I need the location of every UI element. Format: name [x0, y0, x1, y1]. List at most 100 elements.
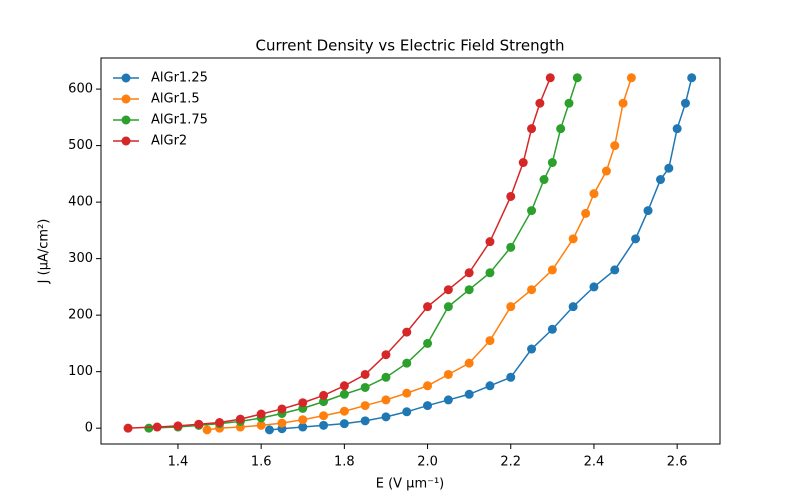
data-point	[610, 141, 620, 151]
data-point	[360, 382, 370, 392]
legend-label: AlGr2	[151, 134, 187, 149]
data-point	[339, 406, 349, 416]
data-point	[664, 163, 674, 173]
data-point	[687, 73, 697, 83]
data-point	[423, 381, 433, 391]
data-point	[464, 358, 474, 368]
data-point	[381, 395, 391, 405]
data-point	[152, 422, 162, 432]
data-point	[319, 420, 329, 430]
data-point	[506, 242, 516, 252]
data-point	[464, 389, 474, 399]
data-point	[298, 415, 308, 425]
y-axis-label: J (μA/cm²)	[37, 219, 52, 285]
legend-label: AlGr1.75	[151, 113, 208, 128]
data-point	[173, 421, 183, 431]
data-point	[547, 265, 557, 275]
data-point	[643, 206, 653, 216]
data-point	[319, 411, 329, 421]
data-point	[256, 420, 266, 430]
data-point	[631, 234, 641, 244]
data-point	[360, 369, 370, 379]
data-point	[506, 372, 516, 382]
data-point	[264, 425, 274, 435]
data-point	[601, 166, 611, 176]
x-tick-label: 1.8	[334, 455, 355, 470]
plot-frame	[100, 57, 721, 445]
data-point	[423, 401, 433, 411]
data-point	[589, 189, 599, 199]
legend-marker	[121, 115, 131, 125]
data-point	[672, 124, 682, 134]
data-point	[381, 372, 391, 382]
y-tick-label: 500	[68, 138, 93, 153]
data-point	[618, 98, 628, 108]
data-point	[381, 412, 391, 422]
data-point	[443, 369, 453, 379]
x-tick-label: 2.2	[500, 455, 521, 470]
data-point	[656, 175, 666, 185]
legend-label: AlGr1.25	[151, 71, 208, 86]
x-tick-label: 2.4	[584, 455, 605, 470]
chart-title: Current Density vs Electric Field Streng…	[256, 37, 565, 55]
data-point	[339, 389, 349, 399]
y-tick-label: 300	[68, 251, 93, 266]
data-point	[144, 423, 154, 433]
x-tick-label: 2.6	[667, 455, 688, 470]
data-point	[319, 390, 329, 400]
data-point	[443, 302, 453, 312]
data-point	[535, 98, 545, 108]
data-point	[339, 381, 349, 391]
data-point	[506, 302, 516, 312]
legend-marker	[121, 136, 131, 146]
x-tick-label: 2.0	[417, 455, 438, 470]
data-point	[464, 285, 474, 295]
x-tick-label: 1.4	[168, 455, 189, 470]
data-point	[485, 336, 495, 346]
data-point	[443, 395, 453, 405]
data-point	[527, 124, 537, 134]
data-point	[568, 234, 578, 244]
data-point	[610, 265, 620, 275]
x-tick-label: 1.6	[251, 455, 272, 470]
data-point	[485, 268, 495, 278]
legend-marker	[121, 94, 131, 104]
legend-label: AlGr1.5	[151, 92, 200, 107]
data-point	[572, 73, 582, 83]
data-point	[381, 350, 391, 360]
data-point	[547, 158, 557, 168]
data-point	[339, 419, 349, 429]
data-point	[564, 98, 574, 108]
data-point	[360, 401, 370, 411]
data-point	[215, 418, 225, 428]
data-point	[402, 327, 412, 337]
data-point	[277, 418, 287, 428]
y-tick-label: 100	[68, 364, 93, 379]
data-point	[423, 302, 433, 312]
data-point	[485, 237, 495, 247]
data-point	[298, 398, 308, 408]
data-point	[443, 285, 453, 295]
data-point	[402, 388, 412, 398]
x-axis-label: E (V μm⁻¹)	[376, 477, 445, 492]
data-point	[423, 338, 433, 348]
data-point	[568, 302, 578, 312]
data-point	[506, 191, 516, 201]
data-point	[360, 416, 370, 426]
data-point	[527, 206, 537, 216]
data-point	[256, 409, 266, 419]
y-tick-label: 0	[85, 421, 93, 436]
legend-marker	[121, 73, 131, 83]
data-point	[235, 414, 245, 424]
data-point	[527, 285, 537, 295]
data-point	[123, 423, 133, 433]
y-tick-label: 600	[68, 82, 93, 97]
y-tick-label: 400	[68, 195, 93, 210]
data-point	[402, 358, 412, 368]
data-point	[194, 419, 204, 429]
data-point	[485, 381, 495, 391]
data-point	[547, 324, 557, 334]
y-tick-label: 200	[68, 308, 93, 323]
